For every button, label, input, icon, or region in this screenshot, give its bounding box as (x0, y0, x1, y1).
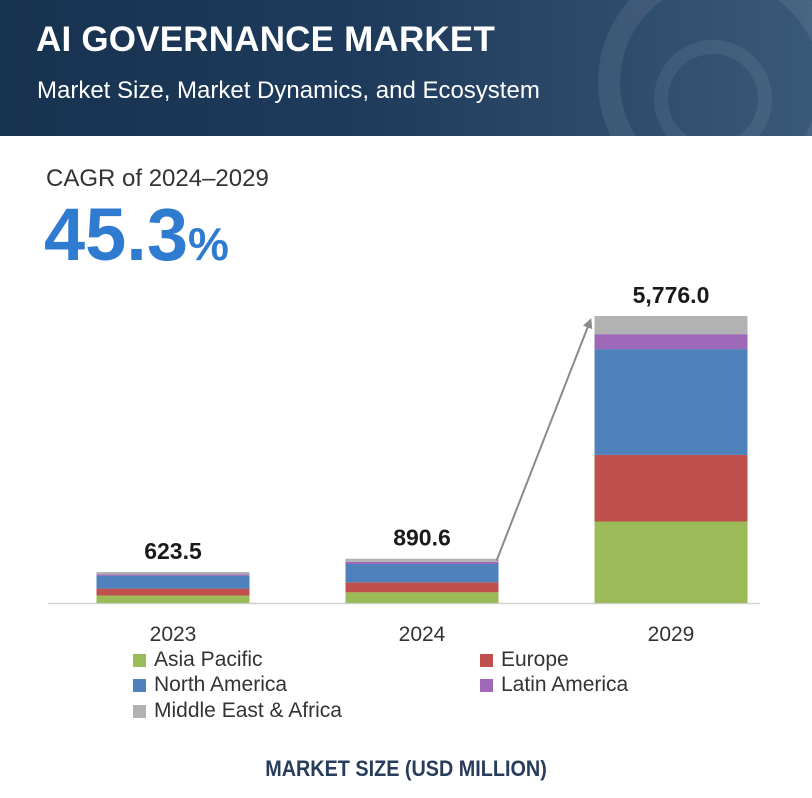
cagr-number: 45.3 (44, 193, 189, 276)
total-label-2023: 623.5 (144, 538, 202, 564)
page-title: AI GOVERNANCE MARKET (36, 20, 496, 59)
growth-arrow (495, 318, 593, 562)
bar-segment-2029-middle-east-africa (594, 316, 748, 335)
header-banner: AI GOVERNANCE MARKET Market Size, Market… (0, 0, 812, 136)
bar-segment-2023-asia-pacific (96, 595, 250, 603)
bar-segment-2023-north-america (96, 575, 250, 589)
x-tick-label-2024: 2024 (399, 623, 446, 646)
bar-segment-2029-north-america (594, 349, 748, 455)
total-label-2024: 890.6 (393, 525, 451, 551)
bar-segment-2023-latin-america (96, 574, 250, 576)
page-subtitle: Market Size, Market Dynamics, and Ecosys… (37, 77, 540, 104)
bar-segment-2023-europe (96, 588, 250, 596)
bar-segment-2029-latin-america (594, 334, 748, 350)
bar-segment-2024-europe (345, 582, 499, 593)
cagr-unit: % (188, 218, 229, 270)
bar-segment-2029-asia-pacific (594, 521, 748, 603)
total-label-2029: 5,776.0 (633, 282, 710, 308)
cagr-label: CAGR of 2024–2029 (46, 165, 269, 192)
bar-segment-2024-middle-east-africa (345, 558, 499, 562)
bar-segment-2024-latin-america (345, 561, 499, 564)
bar-segment-2029-europe (594, 454, 748, 522)
bar-segment-2024-asia-pacific (345, 592, 499, 603)
bar-segment-2024-north-america (345, 563, 499, 583)
x-tick-label-2023: 2023 (150, 623, 197, 646)
bar-segment-2023-middle-east-africa (96, 572, 250, 575)
x-tick-label-2029: 2029 (648, 623, 695, 646)
cagr-value: 45.3% (44, 192, 229, 277)
chart-xlabel: MARKET SIZE (USD MILLION) (265, 756, 547, 781)
